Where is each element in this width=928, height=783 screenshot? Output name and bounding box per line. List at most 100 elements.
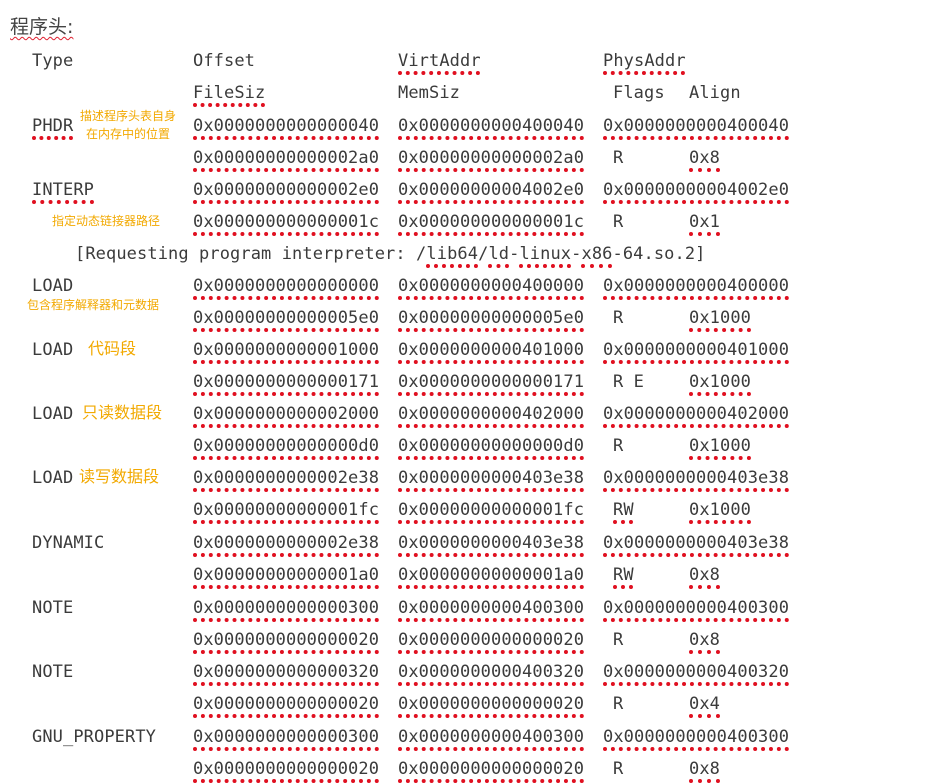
annotation-phdr-line2: 在内存中的位置: [86, 127, 171, 141]
row-flags: R: [613, 212, 624, 232]
row-memsiz: 0x00000000000002a0: [398, 148, 585, 168]
row-virtaddr: 0x0000000000403e38: [398, 533, 585, 553]
interpreter-line: [Requesting program interpreter: /lib64/…: [75, 243, 706, 265]
row-align: 0x1000: [689, 436, 752, 456]
annotation-load-data: 读写数据段: [79, 467, 160, 486]
row-filesiz: 0x00000000000000d0: [193, 436, 380, 456]
interp-lib64: lib64: [426, 244, 479, 264]
annotation-load-metadata: 包含程序解释器和元数据: [27, 298, 160, 312]
row-type: NOTE: [32, 598, 74, 618]
header-offset: Offset: [193, 51, 256, 71]
row-physaddr: 0x0000000000402000: [603, 404, 790, 424]
row-memsiz: 0x0000000000000020: [398, 759, 585, 779]
row-align: 0x8: [689, 565, 721, 585]
row-memsiz: 0x0000000000000020: [398, 630, 585, 650]
interp-text: Requesting program interpreter: /: [85, 244, 427, 264]
header-flags: Flags: [613, 83, 665, 103]
row-type: PHDR: [32, 116, 74, 136]
interp-x86: x86: [581, 244, 613, 264]
row-type: LOAD: [32, 468, 74, 488]
row-virtaddr: 0x0000000000403e38: [398, 468, 585, 488]
row-flags: R: [613, 630, 624, 650]
row-memsiz: 0x0000000000000171: [398, 372, 585, 392]
row-flags: RW: [613, 500, 634, 520]
row-align: 0x1000: [689, 308, 752, 328]
row-offset: 0x0000000000000320: [193, 662, 380, 682]
row-offset: 0x0000000000001000: [193, 340, 380, 360]
row-filesiz: 0x0000000000000020: [193, 630, 380, 650]
row-align: 0x1000: [689, 500, 752, 520]
row-virtaddr: 0x0000000000400040: [398, 116, 585, 136]
row-filesiz: 0x0000000000000020: [193, 759, 380, 779]
row-align: 0x8: [689, 759, 721, 779]
row-filesiz: 0x000000000000001c: [193, 212, 380, 232]
row-virtaddr: 0x0000000000400320: [398, 662, 585, 682]
row-virtaddr: 0x00000000004002e0: [398, 180, 585, 200]
row-physaddr: 0x0000000000400040: [603, 116, 790, 136]
row-memsiz: 0x00000000000001fc: [398, 500, 585, 520]
header-filesiz: FileSiz: [193, 83, 266, 103]
row-filesiz: 0x00000000000005e0: [193, 308, 380, 328]
row-type: INTERP: [32, 180, 95, 200]
header-align: Align: [689, 83, 741, 103]
row-offset: 0x00000000000002e0: [193, 180, 380, 200]
row-memsiz: 0x00000000000005e0: [398, 308, 585, 328]
annotation-phdr-line1: 描述程序头表自身: [80, 109, 177, 123]
row-filesiz: 0x0000000000000171: [193, 372, 380, 392]
annotation-load-code: 代码段: [88, 339, 137, 358]
row-flags: R: [613, 759, 624, 779]
interp-linux: linux: [519, 244, 572, 264]
row-virtaddr: 0x0000000000402000: [398, 404, 585, 424]
row-align: 0x1: [689, 212, 721, 232]
interp-dash: -: [571, 244, 582, 264]
annotation-interp: 指定动态链接器路径: [52, 214, 161, 228]
row-filesiz: 0x00000000000001fc: [193, 500, 380, 520]
row-type: DYNAMIC: [32, 533, 105, 553]
header-type: Type: [32, 51, 74, 71]
row-flags: R: [613, 694, 624, 714]
row-physaddr: 0x0000000000400300: [603, 598, 790, 618]
interp-slash: /: [478, 244, 489, 264]
row-virtaddr: 0x0000000000400300: [398, 598, 585, 618]
interp-open-bracket: [: [75, 244, 86, 264]
row-offset: 0x0000000000000000: [193, 276, 380, 296]
row-virtaddr: 0x0000000000400300: [398, 727, 585, 747]
row-physaddr: 0x0000000000400300: [603, 727, 790, 747]
row-physaddr: 0x00000000004002e0: [603, 180, 790, 200]
row-flags: R E: [613, 372, 645, 392]
row-filesiz: 0x00000000000001a0: [193, 565, 380, 585]
row-memsiz: 0x0000000000000020: [398, 694, 585, 714]
row-flags: R: [613, 148, 624, 168]
row-filesiz: 0x00000000000002a0: [193, 148, 380, 168]
row-physaddr: 0x0000000000401000: [603, 340, 790, 360]
row-type: LOAD: [32, 404, 74, 424]
row-offset: 0x0000000000002e38: [193, 533, 380, 553]
row-offset: 0x0000000000002e38: [193, 468, 380, 488]
interp-ld: ld: [488, 244, 510, 264]
row-align: 0x1000: [689, 372, 752, 392]
row-align: 0x4: [689, 694, 721, 714]
header-virtaddr: VirtAddr: [398, 51, 481, 71]
row-offset: 0x0000000000000300: [193, 598, 380, 618]
row-physaddr: 0x0000000000400000: [603, 276, 790, 296]
row-offset: 0x0000000000002000: [193, 404, 380, 424]
row-physaddr: 0x0000000000400320: [603, 662, 790, 682]
row-align: 0x8: [689, 148, 721, 168]
page-title: 程序头:: [10, 16, 74, 38]
row-physaddr: 0x0000000000403e38: [603, 468, 790, 488]
row-physaddr: 0x0000000000403e38: [603, 533, 790, 553]
row-flags: RW: [613, 565, 634, 585]
header-physaddr: PhysAddr: [603, 51, 686, 71]
interp-dash: -: [509, 244, 520, 264]
row-flags: R: [613, 308, 624, 328]
row-offset: 0x0000000000000040: [193, 116, 380, 136]
row-type: NOTE: [32, 662, 74, 682]
header-memsiz: MemSiz: [398, 83, 461, 103]
row-memsiz: 0x00000000000001a0: [398, 565, 585, 585]
annotation-load-rodata: 只读数据段: [82, 403, 163, 422]
row-align: 0x8: [689, 630, 721, 650]
row-offset: 0x0000000000000300: [193, 727, 380, 747]
row-type: LOAD: [32, 340, 74, 360]
row-flags: R: [613, 436, 624, 456]
row-type: LOAD: [32, 276, 74, 296]
